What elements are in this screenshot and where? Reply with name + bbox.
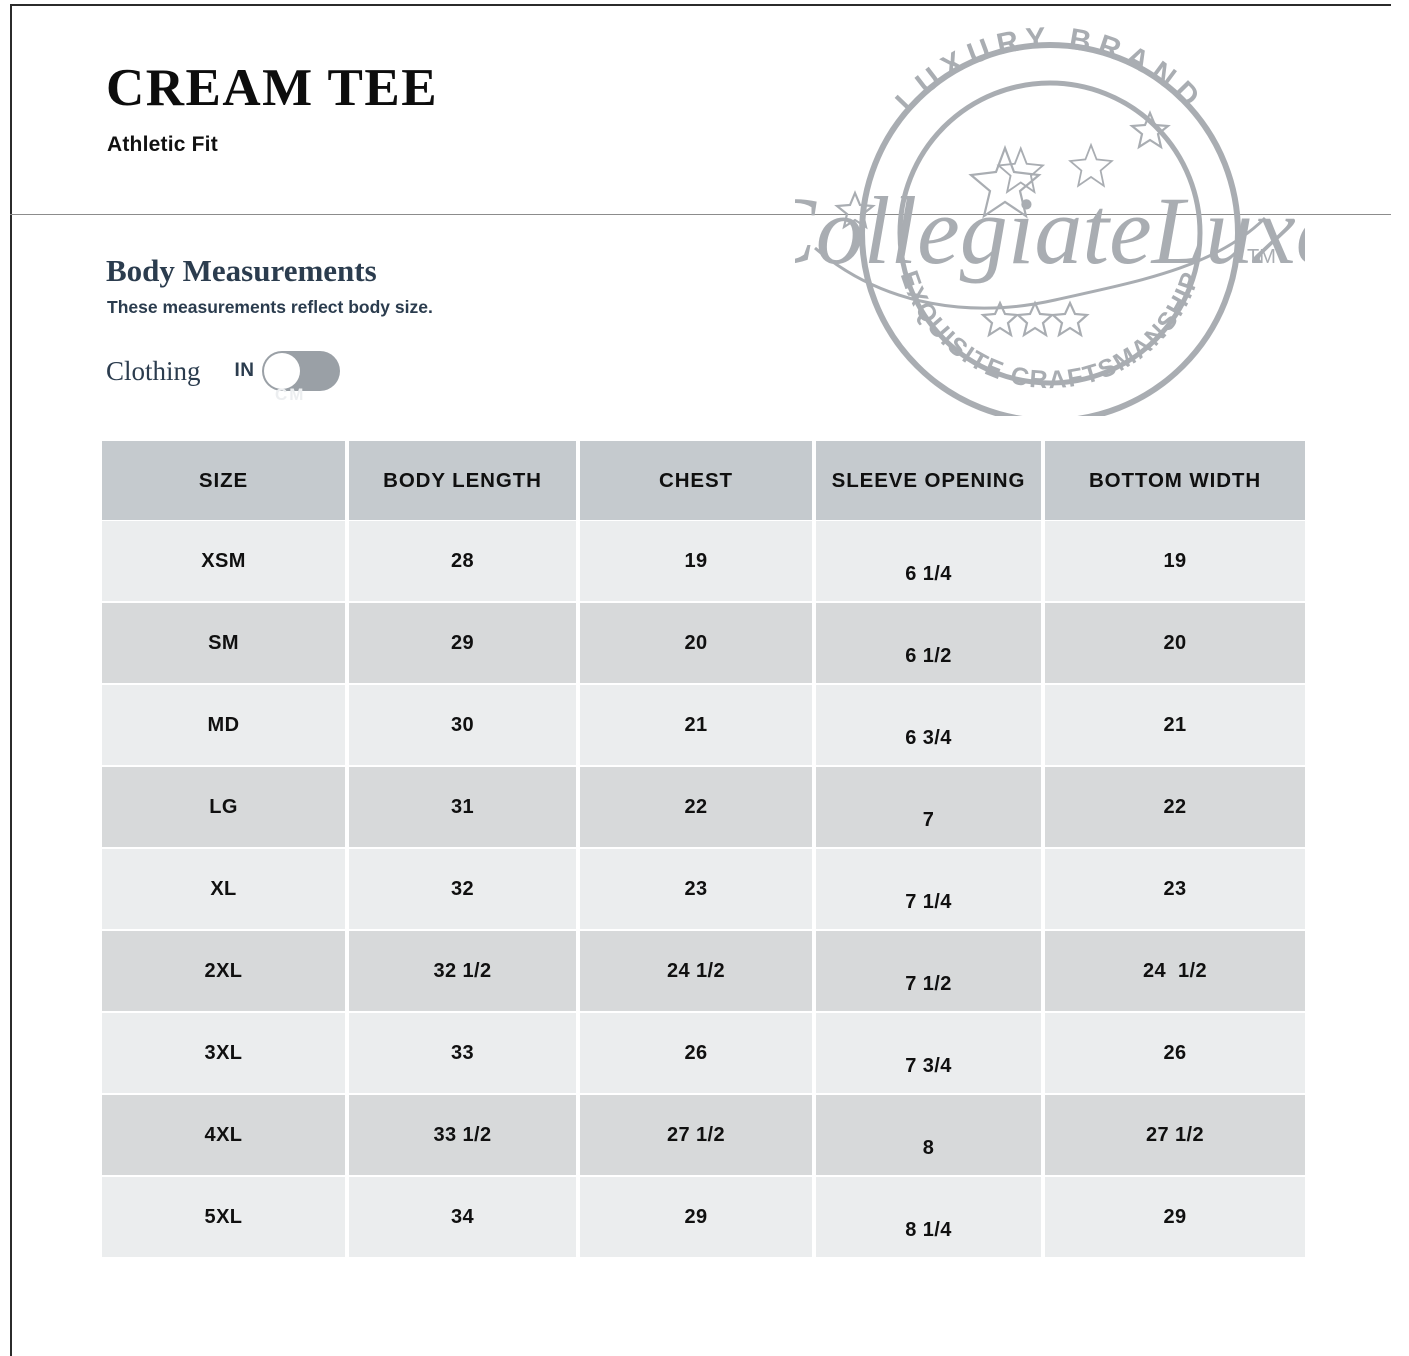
logo-script-text: CollegiateLuxe bbox=[795, 177, 1305, 284]
page-border-left bbox=[10, 4, 12, 1356]
cell-size: 4XL bbox=[102, 1095, 345, 1175]
cell-chest: 29 bbox=[580, 1177, 812, 1257]
cell-body-length: 34 bbox=[349, 1177, 576, 1257]
cell-body-length: 29 bbox=[349, 603, 576, 683]
size-chart-table: SIZE BODY LENGTH CHEST SLEEVE OPENING BO… bbox=[102, 441, 1305, 1259]
column-header-sleeve-opening: SLEEVE OPENING bbox=[816, 441, 1041, 520]
cell-body-length: 30 bbox=[349, 685, 576, 765]
cell-bottom-width: 19 bbox=[1045, 521, 1305, 601]
page-border-top bbox=[10, 4, 1391, 6]
cell-sleeve-opening: 7 1/2 bbox=[816, 931, 1041, 1011]
cell-sleeve-opening: 7 bbox=[816, 767, 1041, 847]
table-row: XSM 28 19 6 1/4 19 bbox=[102, 521, 1305, 601]
column-header-bottom-width: BOTTOM WIDTH bbox=[1045, 441, 1305, 520]
section-description: These measurements reflect body size. bbox=[107, 297, 433, 317]
column-header-chest: CHEST bbox=[580, 441, 812, 520]
unit-label-cm-ghost: CM bbox=[275, 385, 306, 404]
page-title: CREAM TEE bbox=[106, 59, 439, 117]
cell-bottom-width: 26 bbox=[1045, 1013, 1305, 1093]
table-row: 2XL 32 1/2 24 1/2 7 1/2 24 1/2 bbox=[102, 931, 1305, 1011]
cell-chest: 24 1/2 bbox=[580, 931, 812, 1011]
cell-size: MD bbox=[102, 685, 345, 765]
cell-sleeve-opening: 8 1/4 bbox=[816, 1177, 1041, 1257]
header-divider-rule bbox=[10, 214, 1391, 215]
cell-sleeve-opening: 6 1/2 bbox=[816, 603, 1041, 683]
table-row: 3XL 33 26 7 3/4 26 bbox=[102, 1013, 1305, 1093]
cell-bottom-width: 20 bbox=[1045, 603, 1305, 683]
cell-bottom-width: 24 1/2 bbox=[1045, 931, 1305, 1011]
svg-text:LUXURY BRAND: LUXURY BRAND bbox=[889, 22, 1210, 119]
cell-bottom-width: 22 bbox=[1045, 767, 1305, 847]
table-row: 4XL 33 1/2 27 1/2 8 27 1/2 bbox=[102, 1095, 1305, 1175]
table-header-row: SIZE BODY LENGTH CHEST SLEEVE OPENING BO… bbox=[102, 441, 1305, 521]
cell-body-length: 31 bbox=[349, 767, 576, 847]
cell-bottom-width: 21 bbox=[1045, 685, 1305, 765]
cell-size: 5XL bbox=[102, 1177, 345, 1257]
cell-chest: 23 bbox=[580, 849, 812, 929]
cell-sleeve-opening: 7 1/4 bbox=[816, 849, 1041, 929]
table-row: SM 29 20 6 1/2 20 bbox=[102, 603, 1305, 683]
table-row: 5XL 34 29 8 1/4 29 bbox=[102, 1177, 1305, 1257]
cell-chest: 19 bbox=[580, 521, 812, 601]
unit-label-inches: IN bbox=[234, 360, 255, 381]
cell-body-length: 33 bbox=[349, 1013, 576, 1093]
cell-sleeve-opening: 8 bbox=[816, 1095, 1041, 1175]
cell-size: 2XL bbox=[102, 931, 345, 1011]
toggle-knob bbox=[263, 353, 300, 389]
cell-chest: 22 bbox=[580, 767, 812, 847]
cell-bottom-width: 23 bbox=[1045, 849, 1305, 929]
cell-body-length: 32 1/2 bbox=[349, 931, 576, 1011]
cell-body-length: 32 bbox=[349, 849, 576, 929]
section-title: Body Measurements bbox=[106, 253, 377, 288]
table-row: LG 31 22 7 22 bbox=[102, 767, 1305, 847]
cell-chest: 20 bbox=[580, 603, 812, 683]
cell-chest: 26 bbox=[580, 1013, 812, 1093]
page-subtitle: Athletic Fit bbox=[107, 133, 218, 156]
cell-sleeve-opening: 6 1/4 bbox=[816, 521, 1041, 601]
cell-bottom-width: 27 1/2 bbox=[1045, 1095, 1305, 1175]
cell-chest: 27 1/2 bbox=[580, 1095, 812, 1175]
table-row: XL 32 23 7 1/4 23 bbox=[102, 849, 1305, 929]
column-header-body-length: BODY LENGTH bbox=[349, 441, 576, 520]
cell-size: XL bbox=[102, 849, 345, 929]
cell-sleeve-opening: 6 3/4 bbox=[816, 685, 1041, 765]
unit-toggle-switch[interactable] bbox=[261, 351, 340, 391]
cell-size: SM bbox=[102, 603, 345, 683]
cell-body-length: 28 bbox=[349, 521, 576, 601]
table-row: MD 30 21 6 3/4 21 bbox=[102, 685, 1305, 765]
unit-toggle-row[interactable]: Clothing IN bbox=[106, 348, 340, 394]
column-header-size: SIZE bbox=[102, 441, 345, 520]
cell-size: 3XL bbox=[102, 1013, 345, 1093]
cell-chest: 21 bbox=[580, 685, 812, 765]
cell-body-length: 33 1/2 bbox=[349, 1095, 576, 1175]
cell-size: XSM bbox=[102, 521, 345, 601]
clothing-category-label: Clothing bbox=[106, 355, 201, 386]
cell-size: LG bbox=[102, 767, 345, 847]
cell-bottom-width: 29 bbox=[1045, 1177, 1305, 1257]
trademark-symbol: TM bbox=[1247, 246, 1276, 268]
svg-text:EXQUISITE CRAFTSMANSHIP: EXQUISITE CRAFTSMANSHIP bbox=[895, 267, 1206, 394]
brand-logo-watermark: LUXURY BRAND EXQUISITE CRAFTSMANSHIP Col… bbox=[795, 18, 1305, 416]
cell-sleeve-opening: 7 3/4 bbox=[816, 1013, 1041, 1093]
